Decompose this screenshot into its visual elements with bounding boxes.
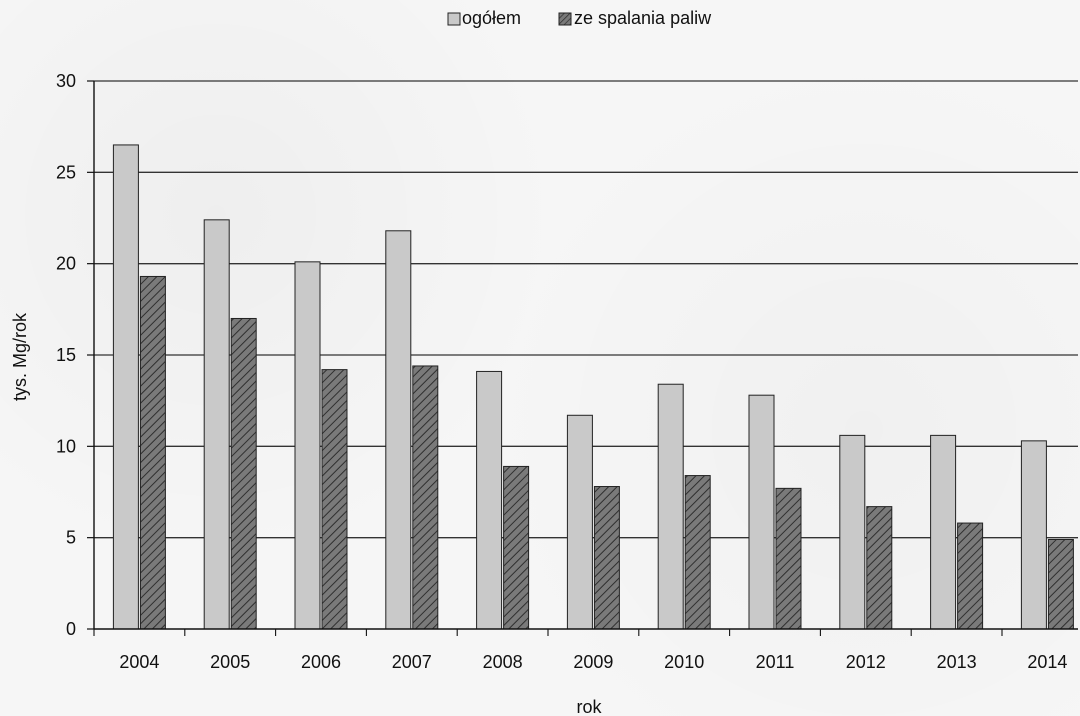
bar-ze-spalania-paliw-2014 [1047, 538, 1074, 630]
legend: ogółem ze spalania paliw [447, 8, 712, 28]
bar-ogolem-2005 [203, 219, 230, 630]
x-axis-label: rok [576, 697, 602, 716]
bar-ogolem-2013 [930, 434, 957, 630]
bar-ogolem-2014 [1020, 440, 1047, 630]
bar-ze-spalania-paliw-2013 [957, 522, 984, 630]
bar-ze-spalania-paliw-2008 [503, 465, 530, 630]
x-tick-label-2008: 2008 [483, 652, 523, 672]
x-tick-label-2013: 2013 [937, 652, 977, 672]
bar-ze-spalania-paliw-2009 [593, 486, 620, 630]
x-tick-label-2006: 2006 [301, 652, 341, 672]
bar-ogolem-2010 [657, 383, 684, 630]
legend-label-ogolem: ogółem [462, 8, 521, 28]
x-tick-label-2012: 2012 [846, 652, 886, 672]
bar-ogolem-2009 [566, 414, 593, 630]
legend-label-ze-spalania-paliw: ze spalania paliw [574, 8, 712, 28]
x-tick-label-2009: 2009 [573, 652, 613, 672]
bar-ze-spalania-paliw-2010 [684, 475, 711, 630]
x-tick-label-2004: 2004 [119, 652, 159, 672]
bar-ogolem-2007 [385, 230, 412, 630]
bar-ogolem-2006 [294, 261, 321, 630]
legend-swatch-ogolem [447, 12, 461, 26]
y-tick-label-5: 5 [66, 528, 76, 548]
y-tick-label-30: 30 [56, 71, 76, 91]
bar-ze-spalania-paliw-2012 [866, 506, 893, 630]
bar-ze-spalania-paliw-2005 [230, 317, 257, 630]
bars-layer [112, 144, 1074, 630]
axes-layer [87, 80, 1078, 636]
bar-ogolem-2004 [112, 144, 139, 630]
bar-ze-spalania-paliw-2006 [321, 369, 348, 630]
grid-layer [94, 80, 1078, 539]
y-axis-label: tys. Mg/rok [10, 312, 30, 401]
bar-ze-spalania-paliw-2011 [775, 487, 802, 630]
bar-ogolem-2011 [748, 394, 775, 630]
y-tick-label-0: 0 [66, 619, 76, 639]
bar-ze-spalania-paliw-2007 [412, 365, 439, 630]
labels-layer: 0 5 10 15 20 25 30 2004 2005 2006 2007 2008 2009 2010… [56, 71, 1067, 672]
y-tick-label-20: 20 [56, 254, 76, 274]
x-tick-label-2014: 2014 [1027, 652, 1067, 672]
bar-ogolem-2012 [839, 434, 866, 630]
x-tick-label-2005: 2005 [210, 652, 250, 672]
bar-ogolem-2008 [476, 370, 503, 630]
bar-ze-spalania-paliw-2004 [139, 275, 166, 630]
y-tick-label-15: 15 [56, 345, 76, 365]
x-tick-label-2011: 2011 [756, 652, 795, 672]
x-tick-label-2010: 2010 [664, 652, 704, 672]
y-tick-label-25: 25 [56, 162, 76, 182]
x-tick-label-2007: 2007 [392, 652, 432, 672]
y-tick-label-10: 10 [56, 436, 76, 456]
legend-swatch-ze-spalania-paliw [558, 12, 572, 26]
